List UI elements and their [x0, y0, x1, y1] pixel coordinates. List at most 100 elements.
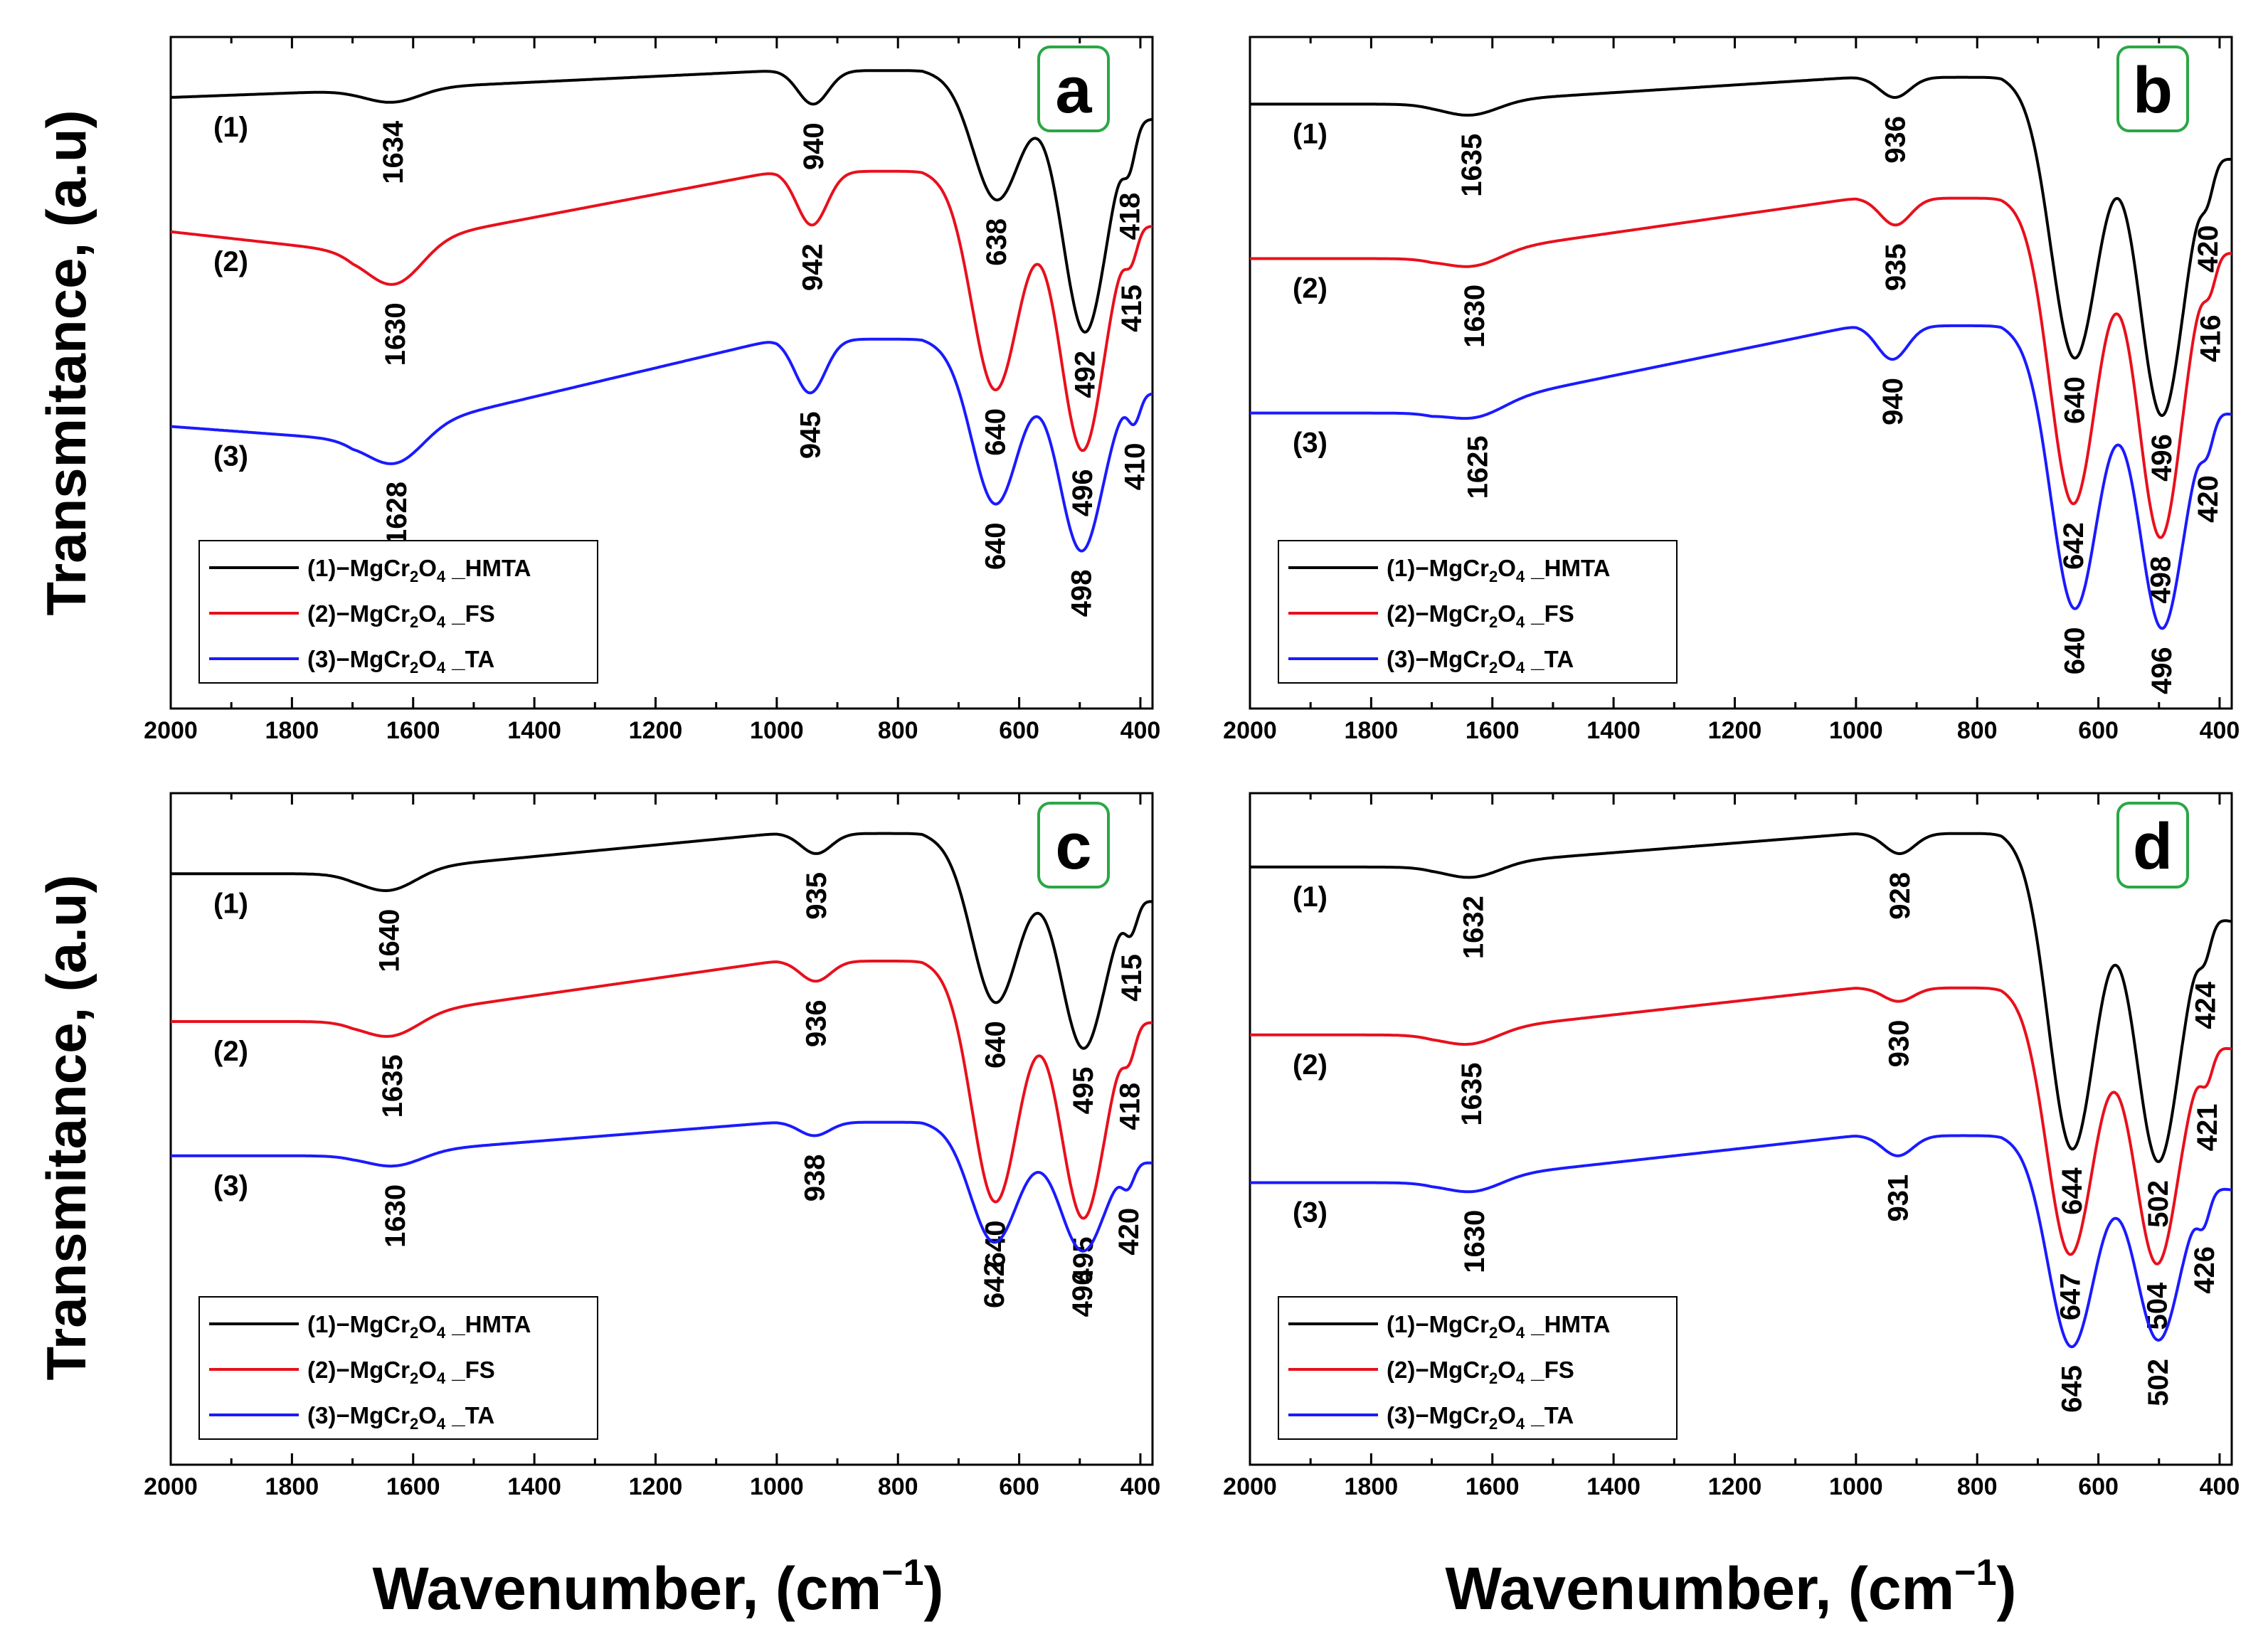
legend-entry-part: (2)−MgCr [1387, 1357, 1489, 1383]
panels: 2000 1800 1600 1400 1200 1000 800 600 400 (1) 1634… [144, 36, 2240, 1500]
x-tick-label: 1800 [1345, 1473, 1399, 1500]
legend-entry-part: O [418, 555, 437, 581]
legend-entry: (1)−MgCr2O4 _HMTA [307, 555, 531, 585]
legend-entry-part: _HMTA [1525, 1311, 1610, 1337]
x-tick-label: 600 [2078, 717, 2119, 744]
x-tick-label: 1200 [1708, 717, 1762, 744]
legend-entry-part: O [418, 1311, 437, 1337]
peak-label: 420 [2193, 475, 2224, 523]
x-tick-label: 1000 [1829, 1473, 1883, 1500]
peak-label: 495 [1068, 1237, 1099, 1285]
legend-entry-part: _FS [1525, 600, 1574, 627]
legend-entry-part: 4 [437, 659, 446, 677]
plot-frame [169, 792, 1154, 1466]
plot-frame [1249, 792, 2233, 1466]
panel-badge-frame [2116, 46, 2189, 132]
legend-entry-part: _TA [1525, 1402, 1574, 1428]
legend-entry-part: _TA [1525, 646, 1574, 672]
peak-label: 1628 [381, 482, 413, 545]
legend-entry-part: 2 [410, 659, 418, 677]
peak-label: 940 [798, 122, 830, 170]
legend-entry-part: 2 [1489, 1415, 1498, 1433]
peak-label: 642 [979, 1261, 1010, 1308]
legend-entry-part: (3)−MgCr [307, 646, 410, 672]
series-2-line [1249, 986, 2232, 1266]
peak-label: 424 [2190, 981, 2222, 1029]
y-axis-title-top: Transmitance, (a.u) [35, 110, 97, 616]
peak-label: 1640 [374, 909, 406, 972]
curve-label: (3) [1293, 1197, 1328, 1229]
peak-label: 1630 [1459, 1210, 1490, 1273]
x-tick-label: 1600 [386, 717, 440, 744]
legend-entry-part: O [1498, 1357, 1516, 1383]
x-tick-label: 1200 [629, 717, 683, 744]
peak-label: 645 [2056, 1365, 2087, 1413]
curve-label: (2) [213, 246, 248, 277]
peak-label: 936 [800, 999, 832, 1047]
series-1-line [170, 69, 1153, 334]
x-tick-label: 400 [2200, 1473, 2240, 1500]
peak-label: 1630 [380, 1184, 411, 1248]
peak-label: 1635 [377, 1054, 408, 1118]
x-tick-label: 2000 [1223, 717, 1277, 744]
peak-label: 940 [1877, 378, 1909, 425]
curve-label: (2) [213, 1036, 248, 1067]
peak-label: 928 [1885, 872, 1916, 920]
legend-entry-part: _FS [445, 600, 495, 627]
x-tick-label: 1200 [1708, 1473, 1762, 1500]
x-tick-label: 2000 [144, 717, 198, 744]
legend-entry-part: 4 [1516, 1324, 1525, 1342]
peak-label: 496 [2146, 434, 2178, 482]
legend-entry-part: 2 [410, 613, 418, 631]
x-tick-label: 2000 [144, 1473, 198, 1500]
peak-label: 495 [1068, 1067, 1099, 1115]
legend-entry: (3)−MgCr2O4 _TA [1387, 646, 1574, 677]
panel-badge-letter: b [2133, 54, 2173, 127]
legend-entry-part: 4 [437, 1369, 446, 1387]
x-tick-label: 800 [1957, 1473, 1998, 1500]
peak-label: 421 [2192, 1103, 2223, 1151]
x-tick-label: 1400 [1586, 1473, 1641, 1500]
peak-label: 640 [2060, 627, 2091, 675]
peak-label: 640 [2060, 376, 2091, 424]
x-tick-label: 1800 [265, 1473, 319, 1500]
legend-entry: (2)−MgCr2O4 _FS [307, 1357, 495, 1387]
legend-entry-part: (3)−MgCr [1387, 646, 1489, 672]
peak-label: 1635 [1456, 134, 1488, 197]
x-tick-label: 800 [878, 1473, 918, 1500]
legend-entry-part: (3)−MgCr [307, 1402, 410, 1428]
peak-label: 640 [980, 408, 1012, 456]
peak-label: 938 [800, 1154, 831, 1202]
legend-entry-part: 4 [1516, 1415, 1525, 1433]
legend-entry-part: (2)−MgCr [307, 600, 410, 627]
legend-entry-part: 4 [437, 1415, 446, 1433]
peak-label: 492 [1070, 351, 1101, 398]
x-tick-label: 1200 [629, 1473, 683, 1500]
x-axis-title-right-text: Wavenumber, (cm [1445, 1555, 1954, 1622]
peak-label: 935 [801, 872, 832, 920]
peak-label: 418 [1115, 193, 1146, 240]
peak-label: 416 [2195, 314, 2226, 362]
x-tick-label: 2000 [1223, 1473, 1277, 1500]
legend-entry-part: 2 [1489, 659, 1498, 677]
legend-entry-part: 2 [410, 1369, 418, 1387]
peak-label: 426 [2189, 1246, 2220, 1294]
legend-entry-part: _FS [1525, 1357, 1574, 1383]
legend-entry-part: _HMTA [445, 555, 531, 581]
legend-entry-part: 4 [1516, 568, 1525, 585]
legend-entry: (1)−MgCr2O4 _HMTA [1387, 1311, 1611, 1342]
peak-label: 640 [980, 1021, 1012, 1068]
legend-entry-part: 4 [437, 568, 446, 585]
series-1-line [1249, 75, 2232, 418]
x-tick-label: 1800 [1345, 717, 1399, 744]
legend-entry-part: (1)−MgCr [1387, 555, 1489, 581]
x-tick-label: 1600 [1466, 717, 1520, 744]
x-tick-label: 800 [878, 717, 918, 744]
legend-entry-part: O [1498, 646, 1516, 672]
x-tick-label: 1600 [386, 1473, 440, 1500]
peak-label: 942 [797, 243, 828, 291]
panel-d: 2000 1800 1600 1400 1200 1000 800 600 400 (1) 1632… [1223, 792, 2240, 1500]
peak-label: 415 [1116, 285, 1148, 332]
series-1-line [1249, 832, 2232, 1163]
legend-entry-part: 2 [1489, 613, 1498, 631]
